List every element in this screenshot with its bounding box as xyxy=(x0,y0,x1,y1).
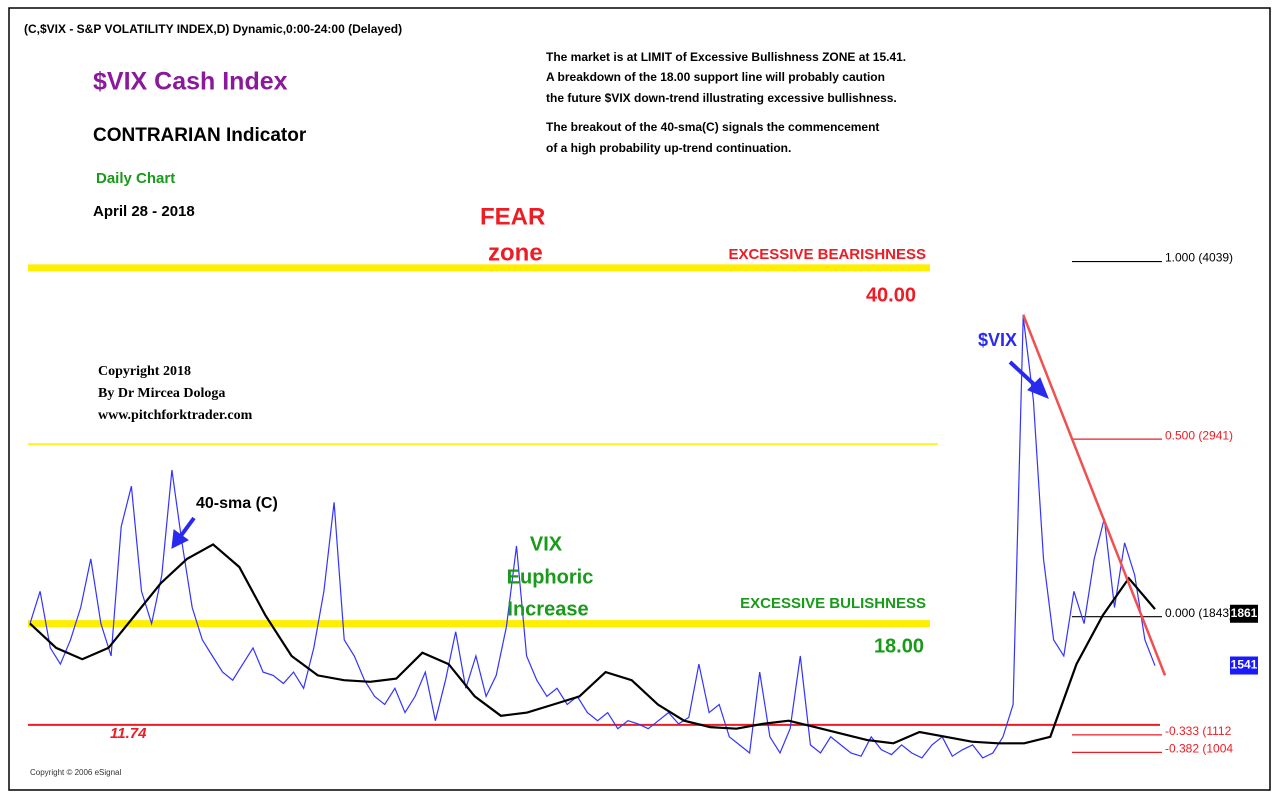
bearish-label: EXCESSIVE BEARISHNESS xyxy=(728,246,926,263)
fib-label: -0.382 (1004 xyxy=(1165,742,1233,756)
price-tag xyxy=(1230,604,1258,623)
subtitle: CONTRARIAN Indicator xyxy=(93,125,307,146)
vix-label: $VIX xyxy=(978,330,1017,350)
bullish-label: EXCESSIVE BULISHNESS xyxy=(740,595,926,612)
price-tag xyxy=(1230,656,1258,675)
fear-label: FEAR xyxy=(480,203,545,230)
commentary: A breakdown of the 18.00 support line wi… xyxy=(546,70,885,84)
euphoric-label: Increase xyxy=(507,598,588,620)
trendline xyxy=(1022,314,1167,676)
series-line xyxy=(29,543,1156,745)
arrow-head xyxy=(171,529,189,549)
fib-label: -0.333 (1112 xyxy=(1165,724,1232,738)
fib-label: 1.000 (4039) xyxy=(1165,251,1233,265)
commentary: the future $VIX down-trend illustrating … xyxy=(546,91,897,105)
copyright: Copyright 2018 xyxy=(98,364,191,379)
copyright: By Dr Mircea Dologa xyxy=(98,386,225,401)
copyright: www.pitchforktrader.com xyxy=(98,408,253,423)
fib-label: 0.500 (2941) xyxy=(1165,428,1233,442)
euphoric-label: Euphoric xyxy=(507,566,594,588)
date: April 28 - 2018 xyxy=(93,203,195,220)
arrow xyxy=(178,516,196,539)
price-tag-label: 1541 xyxy=(1231,658,1258,672)
period: Daily Chart xyxy=(96,170,175,187)
sma-label: 40-sma (C) xyxy=(196,495,278,512)
euphoric-label: VIX xyxy=(530,533,563,555)
price-tag-label: 1861 xyxy=(1231,606,1258,620)
fear-label: zone xyxy=(488,239,543,266)
commentary: of a high probability up-trend continuat… xyxy=(546,141,791,155)
title: $VIX Cash Index xyxy=(93,68,288,96)
level-label: 40.00 xyxy=(866,284,916,306)
frame xyxy=(8,7,1271,791)
level-label: 18.00 xyxy=(874,635,924,657)
arrow xyxy=(1008,360,1040,390)
commentary: The breakout of the 40-sma(C) signals th… xyxy=(546,120,879,134)
arrow-head xyxy=(1027,377,1049,399)
commentary: The market is at LIMIT of Excessive Bull… xyxy=(546,50,906,64)
footer: Copyright © 2006 eSignal xyxy=(30,768,122,777)
level-label: 11.74 xyxy=(110,725,147,742)
plot xyxy=(28,260,1167,759)
series-line xyxy=(29,316,1156,759)
header: (C,$VIX - S&P VOLATILITY INDEX,D) Dynami… xyxy=(24,22,402,36)
fib-label: 0.000 (1843) xyxy=(1165,606,1233,620)
